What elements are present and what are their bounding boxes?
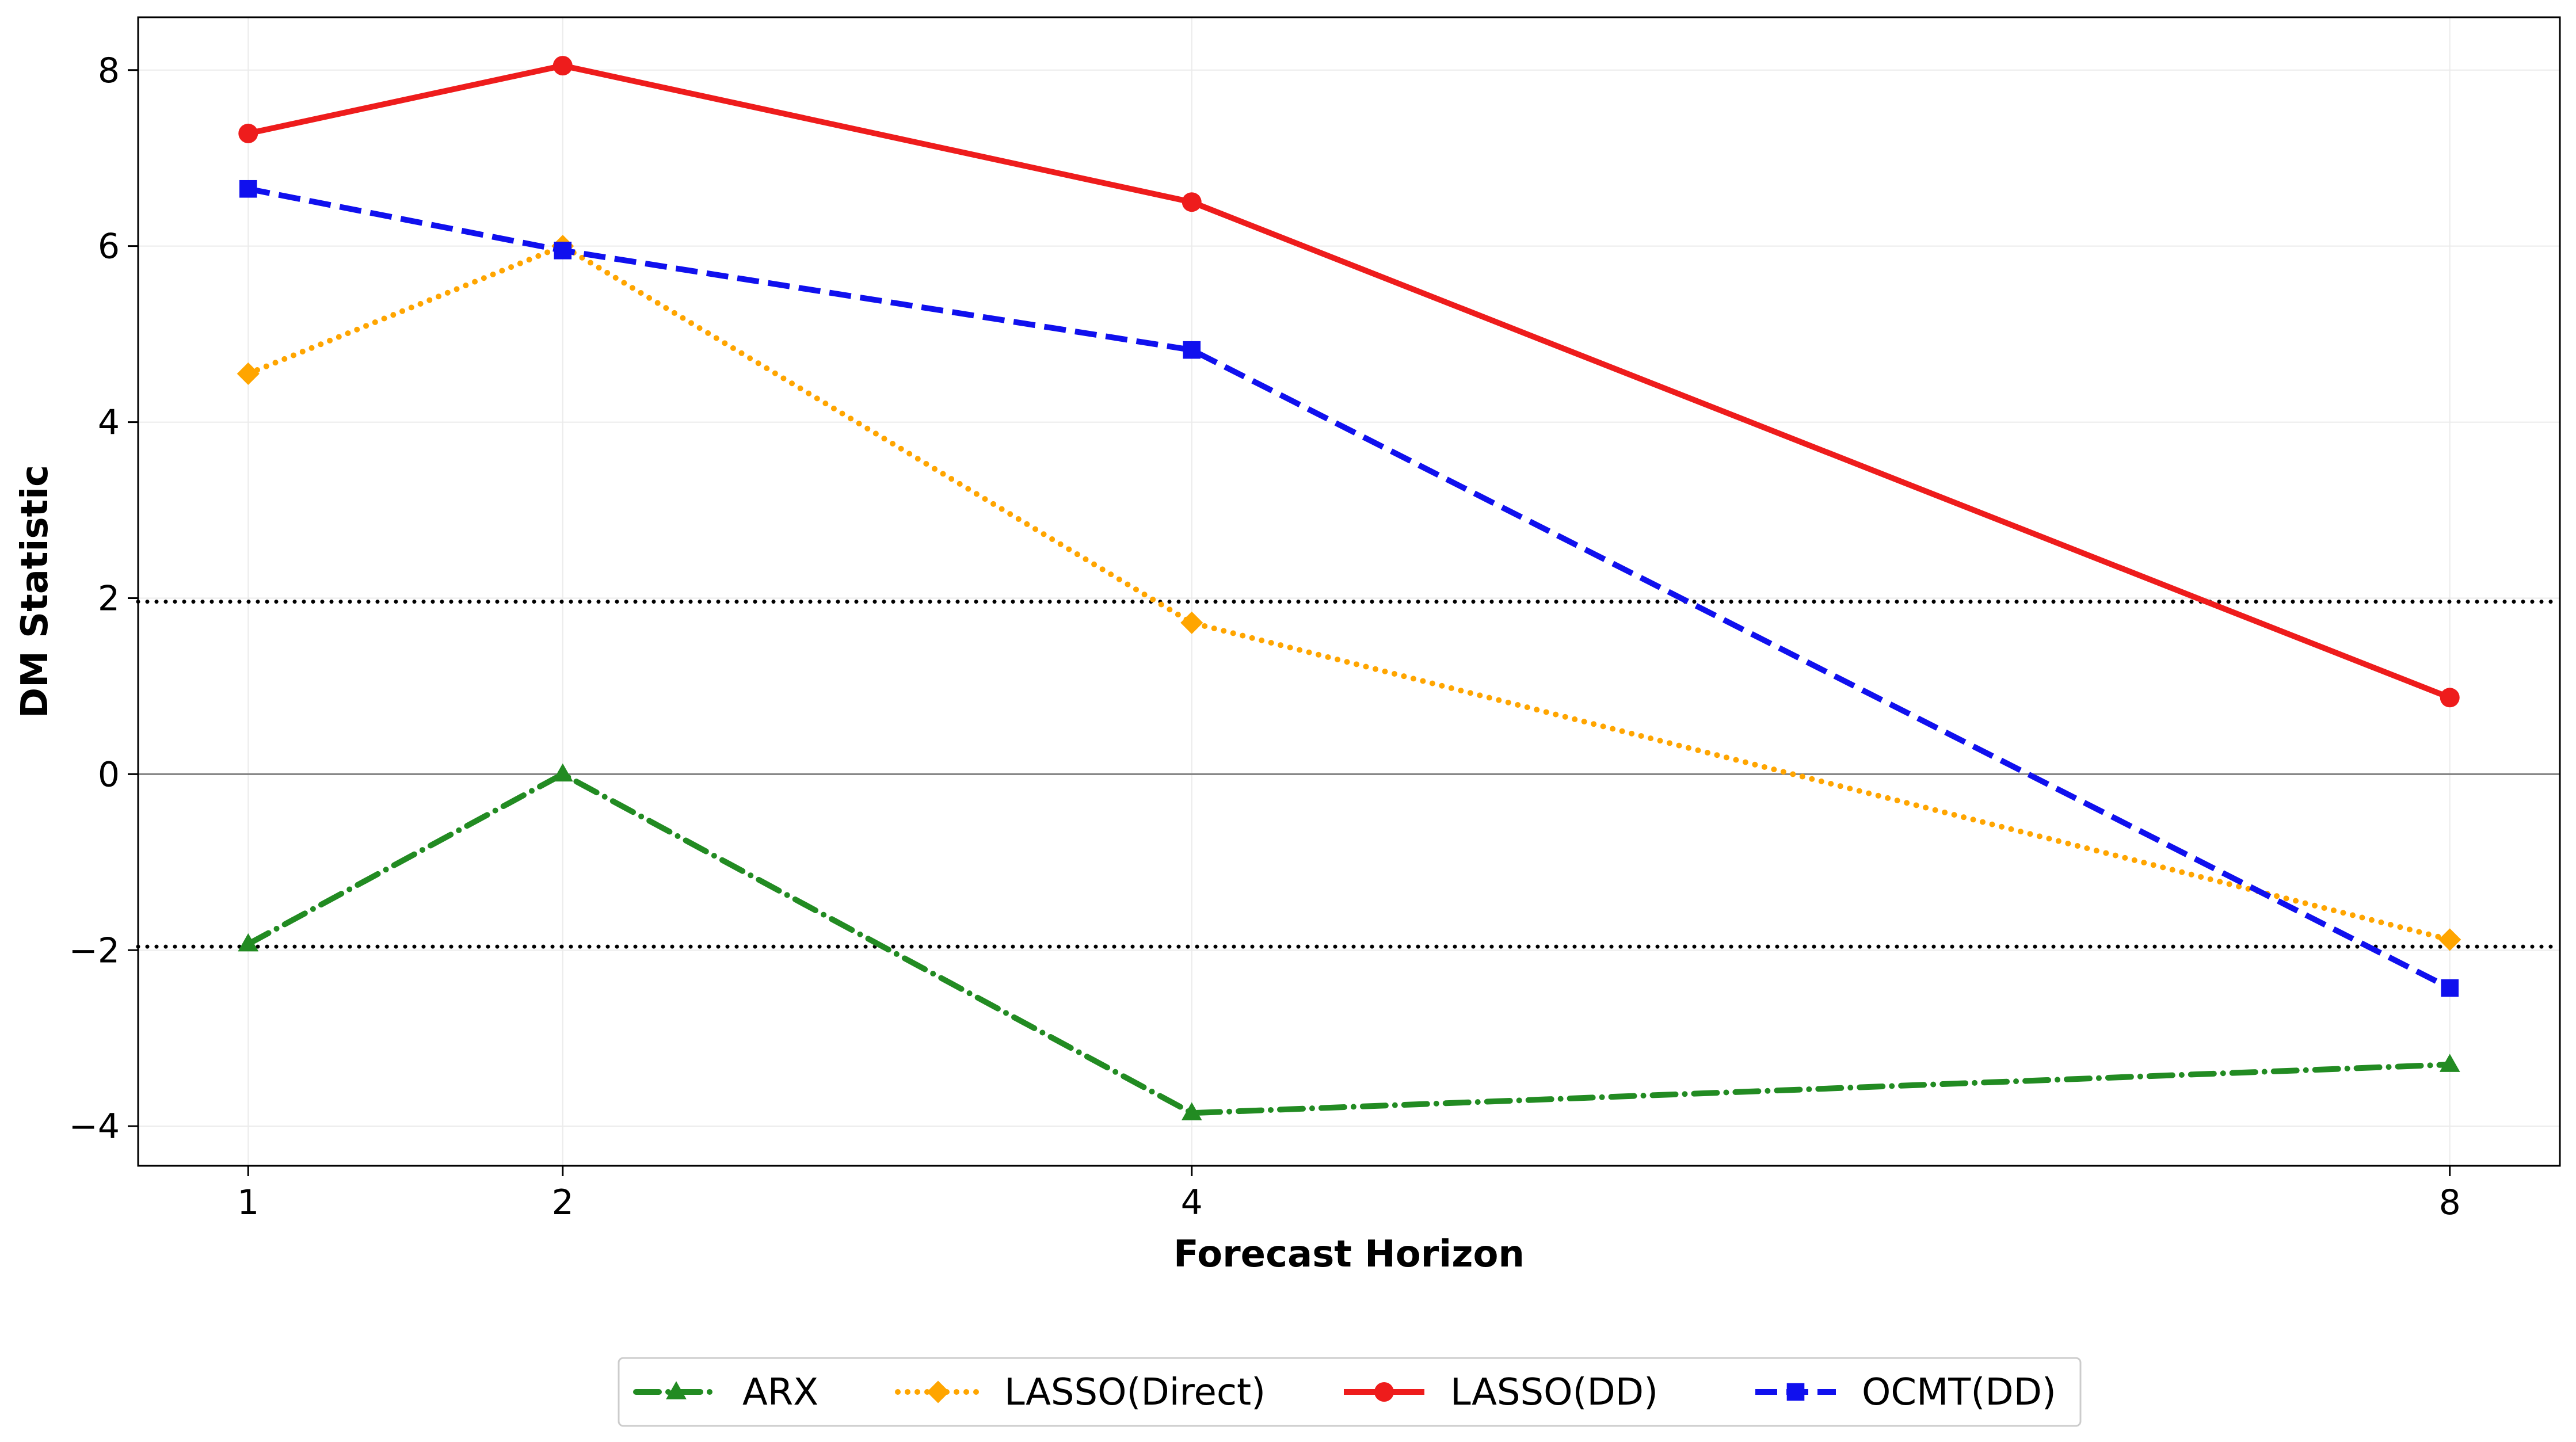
series-2 bbox=[238, 56, 2460, 708]
legend-entry-3: OCMT(DD) bbox=[1755, 1371, 2056, 1414]
data-point bbox=[2438, 928, 2461, 951]
data-point bbox=[238, 123, 258, 143]
data-point bbox=[239, 180, 257, 198]
y-tick-label: 6 bbox=[98, 227, 120, 267]
series-line bbox=[245, 771, 2453, 1116]
legend-marker bbox=[666, 1381, 687, 1399]
x-tick-label: 8 bbox=[2439, 1182, 2461, 1223]
y-tick-label: −2 bbox=[69, 930, 120, 971]
y-tick-label: 4 bbox=[98, 403, 120, 443]
data-point bbox=[554, 242, 572, 260]
data-point bbox=[552, 763, 573, 782]
legend-label: LASSO(Direct) bbox=[1004, 1371, 1266, 1414]
legend-entry-0: ARX bbox=[633, 1371, 818, 1414]
legend-label: OCMT(DD) bbox=[1862, 1371, 2056, 1414]
series-line bbox=[247, 63, 2451, 700]
legend-label: LASSO(DD) bbox=[1450, 1371, 1658, 1414]
y-tick-label: 2 bbox=[98, 578, 120, 619]
data-point bbox=[238, 933, 259, 952]
y-tick-label: 8 bbox=[98, 51, 120, 91]
legend-marker bbox=[1786, 1383, 1805, 1401]
series-line bbox=[247, 186, 2451, 991]
series-group bbox=[237, 56, 2461, 1120]
series-line bbox=[245, 243, 2453, 943]
data-point bbox=[237, 362, 260, 385]
x-axis-title: Forecast Horizon bbox=[1173, 1233, 1525, 1276]
data-point bbox=[1181, 1102, 1202, 1120]
legend-entry-2: LASSO(DD) bbox=[1344, 1371, 1658, 1414]
data-point bbox=[2441, 979, 2459, 997]
legend-label: ARX bbox=[742, 1371, 818, 1414]
reference-lines bbox=[136, 600, 2562, 949]
legend-marker bbox=[927, 1380, 950, 1403]
x-tick-label: 2 bbox=[552, 1182, 574, 1223]
series-0 bbox=[238, 763, 2460, 1120]
x-axis-ticks: 1 2 4 8 bbox=[237, 1166, 2461, 1223]
legend-marker bbox=[1374, 1382, 1394, 1402]
data-point bbox=[1183, 341, 1201, 359]
legend: ARX LASSO(Direct) LASSO(DD) OCMT(DD) bbox=[618, 1357, 2082, 1427]
grid-lines bbox=[138, 17, 2560, 1166]
data-point bbox=[2440, 688, 2460, 708]
plot-frame bbox=[137, 16, 2561, 1167]
legend-entry-1: LASSO(Direct) bbox=[895, 1371, 1266, 1414]
data-point bbox=[1182, 192, 1202, 212]
data-point bbox=[552, 56, 573, 76]
x-tick-label: 4 bbox=[1181, 1182, 1203, 1223]
y-tick-label: −4 bbox=[69, 1107, 120, 1147]
y-tick-label: 0 bbox=[98, 754, 120, 795]
data-point bbox=[1180, 611, 1203, 634]
y-axis-ticks: −4 −2 0 2 4 6 8 bbox=[69, 51, 138, 1147]
x-tick-label: 1 bbox=[237, 1182, 259, 1223]
data-point bbox=[2439, 1054, 2460, 1072]
y-axis-title: DM Statistic bbox=[14, 465, 56, 718]
series-3 bbox=[239, 180, 2459, 997]
series-1 bbox=[237, 235, 2461, 951]
